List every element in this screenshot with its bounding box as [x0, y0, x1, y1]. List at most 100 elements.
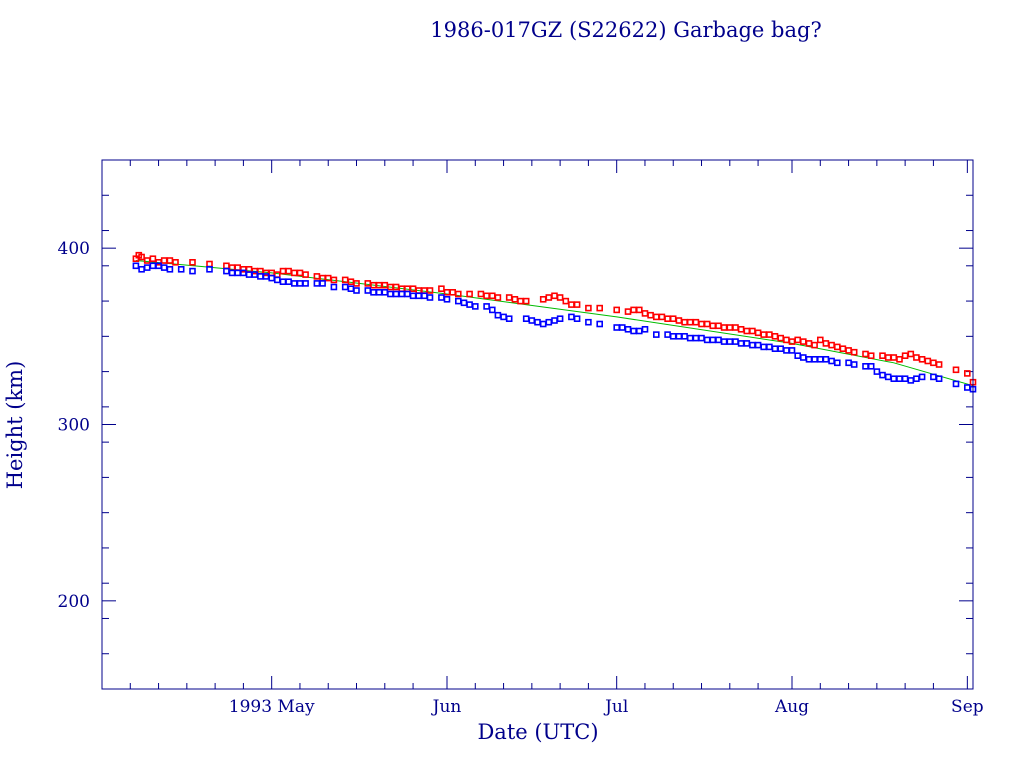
- point-perigee: [483, 303, 490, 310]
- y-tick-label: 300: [58, 416, 90, 436]
- point-apogee: [839, 345, 847, 353]
- point-apogee: [726, 324, 734, 331]
- point-perigee: [664, 331, 671, 338]
- point-perigee: [596, 320, 604, 328]
- point-apogee: [811, 341, 818, 349]
- point-apogee: [720, 324, 728, 331]
- point-perigee: [743, 340, 751, 347]
- point-perigee: [257, 273, 264, 280]
- point-apogee: [234, 264, 241, 271]
- point-apogee: [918, 355, 926, 363]
- point-perigee: [816, 355, 824, 363]
- point-apogee: [421, 287, 428, 294]
- point-perigee: [692, 334, 700, 342]
- point-perigee: [370, 288, 377, 296]
- point-apogee: [698, 320, 705, 328]
- point-perigee: [879, 371, 886, 379]
- point-apogee: [658, 313, 666, 321]
- point-apogee: [845, 347, 852, 354]
- point-perigee: [466, 301, 473, 308]
- point-perigee: [409, 292, 417, 300]
- point-perigee: [460, 299, 468, 307]
- point-perigee: [285, 278, 292, 286]
- point-apogee: [302, 271, 309, 278]
- point-perigee: [132, 262, 140, 270]
- point-perigee: [896, 375, 903, 383]
- point-apogee: [556, 294, 564, 301]
- point-perigee: [720, 338, 728, 345]
- point-perigee: [822, 355, 830, 363]
- point-apogee: [749, 327, 756, 335]
- point-apogee: [228, 264, 236, 271]
- point-perigee: [528, 317, 536, 324]
- point-perigee: [245, 271, 253, 278]
- point-perigee: [794, 352, 802, 360]
- point-apogee: [324, 274, 332, 282]
- point-perigee: [907, 377, 915, 384]
- point-apogee: [675, 317, 683, 324]
- point-perigee: [732, 338, 739, 345]
- point-perigee: [799, 354, 807, 361]
- point-apogee: [273, 271, 281, 278]
- point-apogee: [392, 283, 400, 291]
- point-apogee: [511, 295, 519, 303]
- point-perigee: [675, 332, 683, 340]
- point-perigee: [330, 283, 338, 291]
- y-axis-label: Height (km): [3, 361, 27, 490]
- point-apogee: [896, 355, 903, 363]
- point-apogee: [833, 343, 841, 351]
- point-apogee: [438, 285, 445, 293]
- point-perigee: [913, 375, 920, 383]
- point-perigee: [568, 313, 575, 321]
- point-perigee: [686, 334, 694, 342]
- point-apogee: [754, 329, 762, 337]
- point-perigee: [341, 283, 349, 291]
- point-perigee: [850, 361, 858, 368]
- point-perigee: [404, 290, 411, 298]
- point-apogee: [760, 331, 768, 338]
- point-perigee: [364, 287, 372, 294]
- point-perigee: [392, 290, 400, 298]
- point-apogee: [539, 295, 547, 303]
- point-perigee: [698, 334, 705, 342]
- point-perigee: [918, 373, 926, 381]
- data-marks: [132, 251, 977, 393]
- chart-title: 1986-017GZ (S22622) Garbage bag?: [430, 18, 821, 42]
- point-perigee: [935, 375, 943, 383]
- x-axis-label: Date (UTC): [477, 720, 598, 744]
- point-apogee: [313, 273, 321, 280]
- point-perigee: [319, 280, 326, 287]
- point-apogee: [341, 276, 349, 284]
- point-perigee: [189, 267, 196, 275]
- point-perigee: [381, 288, 389, 296]
- point-perigee: [313, 280, 321, 287]
- point-perigee: [833, 359, 841, 367]
- point-apogee: [647, 311, 654, 319]
- point-perigee: [545, 318, 553, 326]
- point-apogee: [624, 308, 632, 315]
- point-apogee: [585, 304, 592, 312]
- point-apogee: [409, 285, 417, 293]
- point-apogee: [715, 322, 722, 330]
- point-apogee: [907, 350, 915, 358]
- point-perigee: [505, 315, 513, 323]
- point-apogee: [766, 331, 773, 338]
- point-apogee: [375, 281, 383, 289]
- point-perigee: [873, 368, 881, 375]
- point-apogee: [551, 292, 558, 300]
- point-perigee: [454, 297, 462, 305]
- point-perigee: [737, 340, 745, 347]
- point-perigee: [845, 359, 852, 367]
- point-perigee: [177, 265, 185, 273]
- point-apogee: [816, 336, 824, 344]
- point-perigee: [223, 267, 230, 275]
- point-apogee: [545, 294, 553, 301]
- x-tick-label: Aug: [774, 697, 809, 717]
- point-perigee: [867, 362, 875, 370]
- point-apogee: [709, 322, 717, 330]
- point-perigee: [805, 355, 813, 363]
- point-perigee: [669, 332, 677, 340]
- point-perigee: [635, 327, 643, 335]
- point-perigee: [771, 345, 779, 353]
- point-apogee: [449, 288, 457, 296]
